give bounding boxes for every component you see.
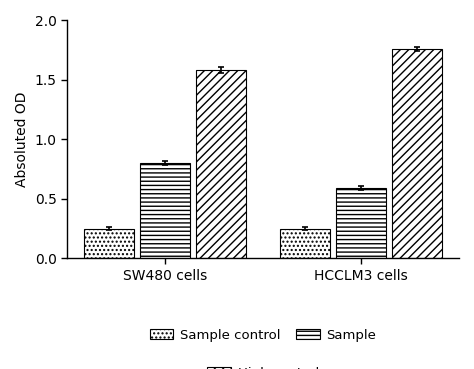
Bar [84, 228, 134, 258]
Bar [336, 188, 386, 258]
Bar [140, 163, 190, 258]
Bar [280, 228, 330, 258]
Legend: High control: High control [202, 361, 324, 369]
Bar [196, 70, 246, 258]
Y-axis label: Absoluted OD: Absoluted OD [15, 92, 29, 187]
Bar [392, 49, 442, 258]
